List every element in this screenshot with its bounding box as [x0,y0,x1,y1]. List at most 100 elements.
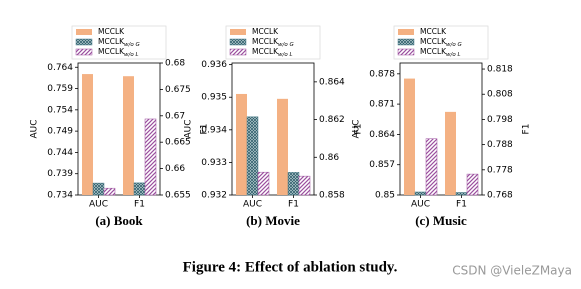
y-tick-label: 0.935 [201,93,227,103]
legend-label: MCCLK [98,27,125,36]
legend-swatch [75,48,93,56]
legend-name: MCCLK [252,37,279,46]
legend-label: MCCLK [420,27,447,36]
y-tick-label: 0.864 [369,130,395,140]
legend-swatch [229,38,247,46]
legend-label: MCCLKw/o G [98,37,140,48]
legend-swatch [230,29,246,35]
legend-subscript: w/o G [446,42,462,48]
panel-caption: (b) Movie [246,213,300,228]
bar [455,192,468,196]
y-axis-label: AUC [184,119,194,138]
y-tick-label: 0.744 [47,148,73,158]
legend-subscript: w/o G [124,42,140,48]
legend-name: MCCLK [420,37,447,46]
legend-label: MCCLKw/o L [420,47,461,58]
bar [257,171,270,196]
bar [144,118,157,196]
plot-frame [77,62,161,196]
y-tick-label: 0.85 [375,191,395,201]
legend-label: MCCLK [252,27,279,36]
x-tick-label: AUC [89,200,108,210]
y-tick-label: 0.749 [47,127,73,137]
y2-tick-label: 0.655 [165,191,191,201]
legend-subscript: w/o G [278,42,294,48]
legend-label: MCCLKw/o L [252,47,293,58]
plot-frame [399,62,483,196]
y2-tick-label: 0.67 [165,111,185,121]
legend-name: MCCLK [252,27,279,36]
panel-caption: (c) Music [415,213,467,228]
legend-swatch [75,38,93,46]
panel-caption: (a) Book [95,213,143,228]
legend-subscript: w/o L [124,52,139,58]
x-tick-label: F1 [288,200,299,210]
y2-tick-label: 0.66 [165,164,185,174]
legend-swatch [397,38,415,46]
bar [287,172,300,196]
y2-tick-label: 0.675 [165,85,191,95]
legend-subscript: w/o L [446,52,461,58]
legend-label: MCCLKw/o L [98,47,139,58]
y2-tick-label: 0.858 [319,191,345,201]
bar [404,78,415,195]
y2-tick-label: 0.864 [319,77,345,87]
bar [445,111,456,195]
y-axis-label: AUC [30,119,40,138]
bar [103,187,116,196]
legend-name: MCCLK [98,37,125,46]
legend-swatch [229,48,247,56]
y-tick-label: 0.932 [201,191,227,201]
bar [298,175,311,196]
legend-label: MCCLKw/o G [252,37,294,48]
y2-tick-label: 0.86 [319,153,339,163]
bar [277,98,288,195]
bar [414,191,427,196]
legend-subscript: w/o L [278,52,293,58]
legend-swatch [398,29,414,35]
y2-axis-label: F1 [200,124,210,135]
legend-swatch [76,29,92,35]
y2-tick-label: 0.768 [487,191,513,201]
y-axis-label: AUC [352,119,362,138]
y2-tick-label: 0.778 [487,165,513,175]
bar [466,173,479,196]
y2-tick-label: 0.798 [487,115,513,125]
legend-swatch [397,48,415,56]
y2-tick-label: 0.862 [319,115,345,125]
y-tick-label: 0.936 [201,60,227,70]
figure-title: Figure 4: Effect of ablation study. [183,259,398,275]
y2-tick-label: 0.68 [165,59,185,69]
y-tick-label: 0.933 [201,158,227,168]
bar [92,182,105,196]
bar [246,116,259,196]
legend-name: MCCLK [420,27,447,36]
y-tick-label: 0.871 [369,100,395,110]
legend-name: MCCLK [98,47,125,56]
x-tick-label: F1 [456,200,467,210]
y-tick-label: 0.754 [47,105,73,115]
x-tick-label: AUC [243,200,262,210]
plot-frame [231,62,315,196]
x-tick-label: F1 [134,200,145,210]
watermark: CSDN @VieleZMaya [452,264,572,278]
legend-name: MCCLK [98,27,125,36]
y2-axis-label: F1 [522,124,532,135]
y-tick-label: 0.759 [47,84,73,94]
x-tick-label: AUC [411,200,430,210]
y2-tick-label: 0.788 [487,140,513,150]
y-tick-label: 0.734 [47,191,73,201]
bar [82,74,93,195]
bar [123,76,134,195]
y2-tick-label: 0.818 [487,65,513,75]
legend-name: MCCLK [420,47,447,56]
bar [133,182,146,196]
legend-name: MCCLK [252,47,279,56]
bar [236,93,247,195]
y-tick-label: 0.739 [47,169,73,179]
y2-tick-label: 0.808 [487,90,513,100]
legend-label: MCCLKw/o G [420,37,462,48]
y-tick-label: 0.764 [47,63,73,73]
y2-tick-label: 0.665 [165,138,191,148]
